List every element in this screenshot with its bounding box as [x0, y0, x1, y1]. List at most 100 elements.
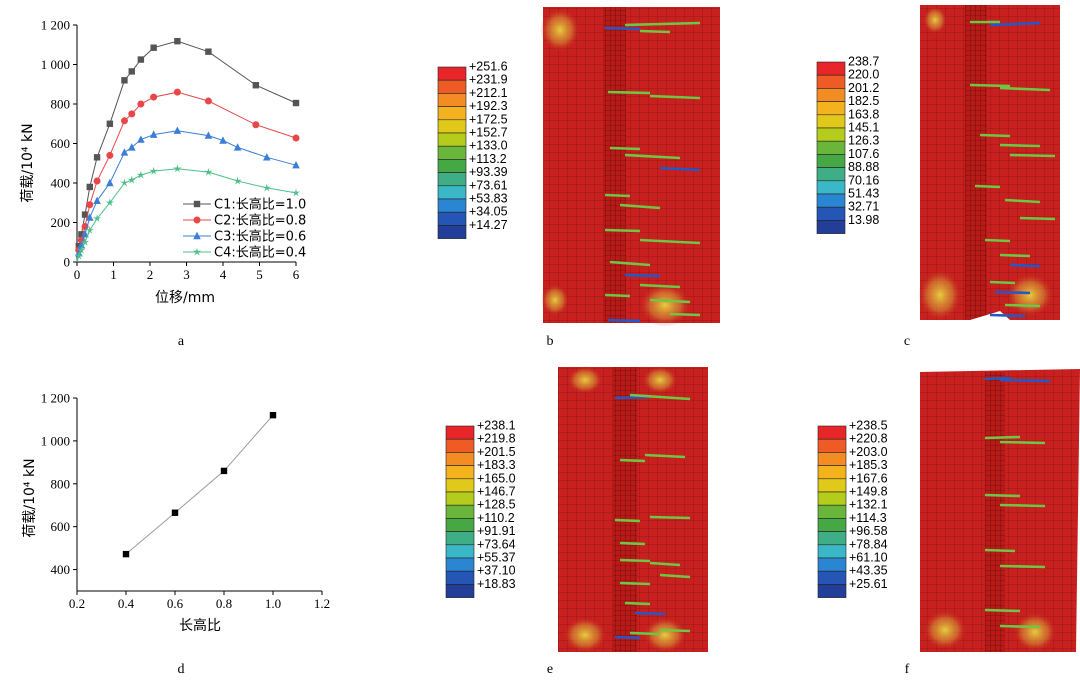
crack-mark — [619, 203, 661, 210]
colorbar-swatch — [817, 452, 847, 466]
chart-a-point — [149, 130, 158, 138]
colorbar-swatch — [437, 145, 467, 160]
colorbar-label: 220.0 — [848, 68, 879, 82]
colorbar-label: +167.6 — [849, 471, 888, 485]
colorbar-c: 238.7220.0201.2182.5163.8145.1126.3107.6… — [816, 55, 879, 234]
chart-a-point — [263, 153, 271, 161]
colorbar-swatch — [437, 185, 467, 200]
colorbar-label: 163.8 — [848, 107, 879, 121]
crack-mark — [984, 493, 1021, 498]
contour-image-c — [918, 5, 1060, 321]
colorbar-b: +251.6+231.9+212.1+192.3+172.5+152.7+133… — [437, 60, 508, 239]
colorbar-label: 13.98 — [848, 213, 879, 227]
colorbar-label: +53.83 — [469, 192, 508, 206]
crack-mark — [607, 90, 651, 95]
crack-mark — [624, 21, 701, 27]
chart-a-ytick-label: 1 200 — [41, 18, 70, 33]
colorbar-f: +238.5+220.8+203.0+185.3+167.6+149.8+132… — [817, 419, 888, 598]
chart-a-point — [93, 154, 101, 161]
chart-a-point — [85, 213, 94, 221]
crack-mark — [619, 581, 651, 586]
crack-mark — [999, 143, 1041, 148]
crack-mark — [624, 153, 681, 160]
chart-a-point — [233, 143, 242, 151]
crack-mark — [624, 601, 651, 606]
colorbar-swatch — [437, 225, 467, 239]
chart-a-point — [128, 110, 136, 118]
contour-image-f — [920, 369, 1080, 652]
chart-a-xtick-label: 2 — [147, 267, 154, 282]
colorbar-label: 182.5 — [848, 94, 879, 108]
colorbar-label: +146.7 — [477, 485, 516, 499]
chart-d-xtick-label: 1.2 — [314, 596, 330, 611]
colorbar-swatch — [437, 106, 467, 121]
colorbar-label: +37.10 — [477, 564, 516, 578]
colorbar-swatch — [816, 154, 846, 168]
crack-mark — [649, 94, 701, 100]
chart-d-point — [122, 550, 130, 558]
crack-mark — [984, 435, 1021, 440]
colorbar-label: +172.5 — [469, 112, 508, 126]
chart-a-xtick-label: 3 — [183, 267, 190, 282]
colorbar-swatch — [437, 198, 467, 213]
chart-a-point — [174, 37, 181, 45]
colorbar-swatch — [817, 438, 847, 453]
chart-a-ytick-label: 600 — [51, 136, 71, 151]
colorbar-label: 88.88 — [848, 160, 879, 174]
chart-a-xtick-label: 5 — [256, 267, 263, 282]
crack-mark — [669, 312, 701, 317]
chart-a-point — [93, 177, 101, 185]
legend-marker — [193, 200, 201, 208]
chart-d-point — [171, 509, 179, 516]
chart-a-point — [78, 231, 85, 238]
chart-d-series-line-1 — [125, 414, 274, 555]
crack-mark — [999, 253, 1031, 258]
chart-a-point — [127, 175, 136, 184]
colorbar-label: +238.5 — [849, 419, 888, 433]
legend-marker — [193, 216, 201, 224]
chart-a-point — [106, 178, 114, 187]
colorbar-swatch — [445, 544, 475, 559]
panel-label-d: d — [178, 662, 185, 677]
colorbar-label: +114.3 — [849, 511, 887, 525]
colorbar-label: +113.2 — [469, 152, 507, 166]
crack-mark — [607, 318, 641, 323]
colorbar-label: +128.5 — [477, 498, 516, 512]
chart-a-point — [204, 97, 212, 105]
chart-a-point — [205, 48, 212, 55]
chart-a-series-line-4 — [76, 168, 297, 263]
chart-a-point — [262, 183, 271, 192]
chart-d-ytick-label: 800 — [51, 476, 71, 491]
colorbar-label: +192.3 — [469, 99, 508, 113]
crack-mark — [659, 573, 691, 579]
colorbar-swatch — [437, 79, 467, 94]
colorbar-label: +231.9 — [469, 73, 508, 87]
colorbar-label: +110.2 — [477, 511, 515, 525]
colorbar-swatch — [817, 478, 847, 493]
chart-d-xtick-label: 0.6 — [167, 596, 184, 611]
crack-mark — [989, 313, 1026, 318]
chart-a-point — [86, 201, 94, 209]
chart-a-point — [252, 82, 260, 89]
crack-mark — [984, 376, 1011, 381]
chart-d-series — [122, 411, 277, 558]
crack-mark — [984, 548, 1016, 553]
crack-mark — [644, 453, 686, 459]
chart-a-ytick-label: 800 — [51, 97, 71, 112]
chart-a-xlabel: 位移/mm — [155, 290, 215, 306]
crack-mark — [639, 29, 671, 34]
chart-a-point — [292, 99, 300, 107]
colorbar-label: +91.91 — [477, 524, 516, 538]
legend-marker — [193, 231, 201, 240]
chart-a-point — [173, 126, 182, 134]
chart-a-ytick-label: 1 000 — [41, 57, 70, 72]
chart-a-point — [219, 136, 227, 144]
crack-mark — [1004, 303, 1041, 308]
chart-d-point — [269, 411, 277, 419]
chart-a-xtick-label: 4 — [220, 267, 227, 282]
colorbar-swatch — [445, 465, 475, 480]
colorbar-swatch — [437, 93, 467, 107]
chart-d-xlabel: 长高比 — [179, 617, 221, 634]
colorbar-swatch — [816, 140, 846, 155]
colorbar-swatch — [437, 119, 467, 134]
